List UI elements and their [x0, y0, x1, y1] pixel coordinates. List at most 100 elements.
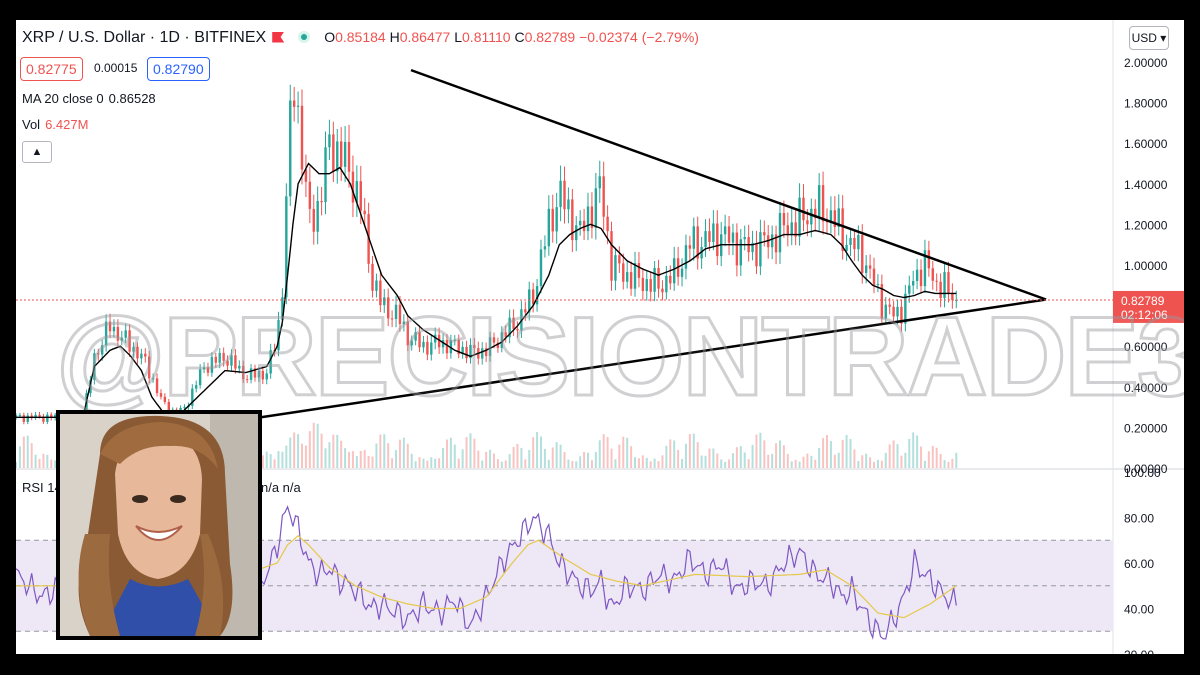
- volume-bar: [563, 452, 566, 468]
- volume-bar: [485, 451, 488, 468]
- candle-body: [810, 208, 813, 225]
- volume-bar: [833, 454, 836, 468]
- candle-body: [575, 225, 578, 241]
- flag-icon[interactable]: [272, 31, 285, 43]
- volume-bar: [442, 447, 445, 468]
- volume-bar: [375, 443, 378, 468]
- candle-body: [911, 281, 915, 286]
- candle-body: [426, 341, 429, 355]
- candle-body: [590, 206, 594, 228]
- price-tag-countdown: 02:12:06: [1121, 308, 1168, 322]
- volume-bar: [884, 452, 887, 468]
- candle-body: [46, 414, 49, 422]
- candle-body: [645, 279, 648, 292]
- volume-bar: [355, 456, 358, 468]
- rsi-tick-label: 60.00: [1124, 557, 1154, 571]
- rsi-value: n/a n/a: [261, 480, 301, 495]
- volume-bar: [598, 440, 601, 468]
- volume-bar: [583, 452, 586, 468]
- candle-body: [853, 238, 856, 250]
- volume-bar: [880, 460, 883, 468]
- candle-body: [524, 309, 527, 313]
- candle-body: [637, 263, 641, 278]
- volume-bar: [265, 451, 268, 468]
- volume-bar: [845, 434, 848, 468]
- candle-body: [112, 326, 116, 332]
- volume-bar: [798, 461, 801, 468]
- volume-bar: [923, 460, 926, 468]
- buy-price-button[interactable]: 0.82790: [147, 57, 210, 81]
- candle-body: [332, 134, 335, 172]
- volume-bar: [692, 433, 695, 468]
- currency-selector[interactable]: USD ▾: [1129, 26, 1169, 50]
- candle-body: [782, 213, 786, 226]
- candle-body: [794, 222, 797, 237]
- volume-bar: [379, 434, 382, 468]
- candle-body: [927, 250, 931, 269]
- candle-body: [539, 249, 543, 287]
- volume-bar: [508, 454, 511, 468]
- volume-bar: [810, 455, 813, 468]
- volume-bar: [684, 443, 687, 468]
- volume-indicator-legend[interactable]: Vol 6.427M: [22, 117, 89, 132]
- candle-body: [884, 304, 887, 319]
- volume-bar: [735, 447, 738, 468]
- volume-bar: [391, 458, 394, 468]
- candle-body: [684, 245, 688, 269]
- candle-body: [755, 243, 758, 267]
- volume-bar: [38, 458, 41, 468]
- candle-body: [692, 226, 695, 249]
- candle-body: [441, 340, 445, 348]
- candle-body: [653, 267, 656, 292]
- candle-body: [453, 339, 456, 341]
- candle-body: [163, 396, 167, 403]
- symbol-title[interactable]: XRP / U.S. Dollar · 1D · BITFINEX: [22, 29, 267, 46]
- volume-bar: [281, 451, 284, 468]
- ma-indicator-legend[interactable]: MA 20 close 0 0.86528: [22, 91, 156, 106]
- candle-body: [872, 268, 876, 285]
- price-tick-label: 1.40000: [1124, 178, 1168, 192]
- volume-bar: [46, 454, 49, 468]
- volume-bar: [825, 435, 828, 468]
- candle-body: [418, 332, 421, 348]
- volume-bar: [602, 434, 605, 468]
- rsi-tick-label: 40.00: [1124, 603, 1154, 617]
- volume-bar: [571, 460, 574, 468]
- volume-bar: [579, 456, 582, 468]
- candle-body: [383, 297, 386, 306]
- volume-bar: [351, 451, 354, 468]
- volume-bar: [42, 453, 45, 468]
- volume-bar: [383, 434, 386, 468]
- candle-body: [531, 289, 535, 305]
- rsi-indicator-legend[interactable]: RSI 14: [22, 480, 62, 495]
- volume-bar: [712, 448, 715, 468]
- volume-bar: [606, 437, 609, 468]
- candle-body: [731, 232, 735, 243]
- volume-bar: [837, 452, 840, 468]
- candle-body: [857, 235, 860, 250]
- volume-bar: [951, 458, 954, 468]
- candle-body: [802, 197, 805, 221]
- candle-body: [108, 321, 112, 332]
- candle-body: [312, 208, 315, 232]
- candle-body: [355, 181, 359, 203]
- volume-bar: [912, 432, 915, 468]
- volume-bar: [410, 453, 413, 468]
- volume-bar: [587, 452, 590, 468]
- volume-bar: [469, 433, 472, 468]
- volume-bar: [344, 448, 347, 468]
- candle-body: [708, 231, 711, 242]
- volume-bar: [818, 448, 821, 468]
- volume-bar: [943, 460, 946, 468]
- trading-chart-frame: 2.00000 1.80000 1.60000 1.40000 1.20000 1.000…: [16, 20, 1184, 654]
- volume-bar: [418, 457, 421, 468]
- candle-body: [34, 414, 37, 419]
- candle-body: [269, 350, 272, 374]
- volume-bar: [536, 432, 539, 468]
- candle-body: [567, 199, 570, 210]
- candle-body: [469, 344, 472, 359]
- volume-bar: [857, 460, 860, 468]
- chevron-up-icon[interactable]: ▲: [22, 141, 52, 163]
- sell-price-button[interactable]: 0.82775: [20, 57, 83, 81]
- candle-body: [285, 196, 288, 298]
